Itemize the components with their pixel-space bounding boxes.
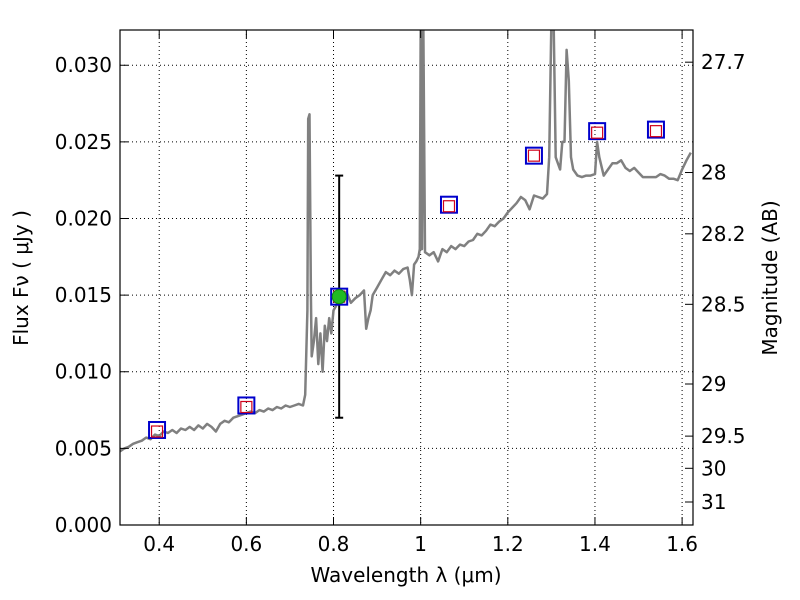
x-tick-label: 1.4 [579,532,611,556]
x-axis-label: Wavelength λ (μm) [310,563,501,587]
y-tick-label: 0.010 [55,360,112,384]
x-axis-ticks: 0.4 0.6 0.8 1 1.2 1.4 1.6 [143,30,698,556]
x-tick-label: 0.8 [318,532,350,556]
right-tick-label: 28.5 [701,292,746,316]
plot-area [120,30,692,453]
model-photometry-point [150,425,164,438]
observed-photometry-point [588,122,607,141]
right-axis-ticks: 27.7 28 28.2 28.5 29 29.5 30 31 [685,50,746,514]
grid-lines [120,30,693,526]
right-tick-label: 29 [701,372,726,396]
x-tick-label: 1 [414,532,427,556]
right-axis-label: Magnitude (AB) [758,200,782,355]
observed-photometry-point [524,146,543,165]
y-tick-label: 0.015 [55,283,112,307]
model-photometry-point [240,400,253,414]
y-tick-label: 0.020 [55,206,112,230]
observed-photometry-point [237,396,256,415]
y-tick-label: 0.005 [55,436,112,460]
right-tick-label: 28.2 [701,222,746,246]
observed-photometry-markers [148,120,665,439]
model-photometry-point [527,149,541,162]
y-axis-label: Flux Fν ( μJy ) [9,210,33,346]
x-tick-label: 0.4 [143,532,175,556]
model-photometry-point [442,200,456,213]
x-tick-label: 1.2 [492,532,524,556]
model-photometry-point [649,125,663,138]
observed-photometry-point [646,120,665,139]
right-tick-label: 29.5 [701,424,746,448]
right-tick-label: 28 [701,161,726,185]
y-axis-ticks: 0.000 0.005 0.010 0.015 0.020 0.025 0.030 [55,53,128,537]
x-tick-label: 1.6 [666,532,698,556]
model-photometry-point [591,126,604,139]
y-tick-label: 0.000 [55,513,112,537]
y-tick-label: 0.025 [55,130,112,154]
right-tick-label: 30 [701,456,726,480]
detection-point [331,289,347,305]
y-tick-label: 0.030 [55,53,112,77]
observed-photometry-point [330,287,349,306]
x-tick-label: 0.6 [230,532,262,556]
sed-model-line [120,30,692,453]
plot-frame [119,29,694,526]
observed-photometry-point [148,420,167,439]
observed-photometry-point [439,195,458,214]
right-tick-label: 31 [701,490,726,514]
right-tick-label: 27.7 [701,50,746,74]
